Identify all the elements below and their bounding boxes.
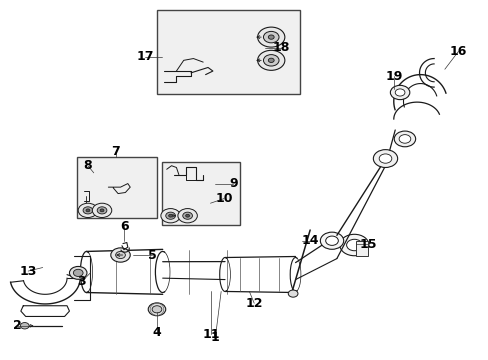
Bar bbox=[162, 162, 239, 225]
Circle shape bbox=[346, 239, 362, 251]
Text: 10: 10 bbox=[215, 192, 232, 205]
Circle shape bbox=[178, 208, 197, 223]
Text: 11: 11 bbox=[202, 328, 220, 341]
Bar bbox=[157, 10, 300, 94]
Text: 13: 13 bbox=[20, 265, 37, 278]
Circle shape bbox=[378, 154, 391, 163]
Circle shape bbox=[263, 55, 279, 66]
Circle shape bbox=[111, 248, 130, 262]
Circle shape bbox=[92, 203, 112, 217]
Text: 16: 16 bbox=[449, 45, 466, 58]
Circle shape bbox=[257, 27, 285, 47]
Circle shape bbox=[268, 58, 274, 63]
Text: 7: 7 bbox=[111, 145, 120, 158]
Circle shape bbox=[320, 232, 343, 249]
Circle shape bbox=[339, 234, 368, 256]
Circle shape bbox=[116, 251, 125, 258]
Bar bbox=[77, 157, 157, 217]
Circle shape bbox=[97, 207, 107, 214]
Text: 9: 9 bbox=[228, 177, 237, 190]
Text: 15: 15 bbox=[359, 238, 376, 251]
Circle shape bbox=[83, 207, 93, 214]
Text: 6: 6 bbox=[120, 220, 128, 233]
Text: 5: 5 bbox=[147, 248, 156, 261]
Text: 12: 12 bbox=[245, 297, 263, 310]
Text: 3: 3 bbox=[77, 275, 86, 288]
Text: 1: 1 bbox=[210, 332, 219, 345]
Circle shape bbox=[325, 236, 338, 246]
Circle shape bbox=[168, 214, 172, 217]
Text: 8: 8 bbox=[83, 159, 92, 172]
Circle shape bbox=[78, 203, 98, 217]
Circle shape bbox=[73, 269, 83, 276]
Circle shape bbox=[165, 212, 175, 219]
Circle shape bbox=[394, 89, 404, 96]
Circle shape bbox=[372, 150, 397, 167]
Text: 18: 18 bbox=[272, 41, 289, 54]
Text: 4: 4 bbox=[152, 327, 161, 339]
Circle shape bbox=[268, 35, 274, 39]
Circle shape bbox=[398, 135, 410, 143]
Circle shape bbox=[20, 323, 29, 329]
Circle shape bbox=[100, 209, 104, 212]
Text: 14: 14 bbox=[301, 234, 318, 247]
Circle shape bbox=[69, 266, 87, 279]
Text: 19: 19 bbox=[385, 70, 402, 83]
Circle shape bbox=[287, 290, 297, 297]
Circle shape bbox=[183, 212, 192, 219]
Circle shape bbox=[86, 209, 90, 212]
Circle shape bbox=[148, 303, 165, 316]
Circle shape bbox=[393, 131, 415, 147]
Circle shape bbox=[161, 208, 180, 223]
Circle shape bbox=[257, 50, 285, 70]
Circle shape bbox=[185, 214, 189, 217]
Circle shape bbox=[263, 31, 279, 43]
Circle shape bbox=[152, 306, 162, 313]
Bar bbox=[356, 242, 368, 256]
Text: 17: 17 bbox=[136, 50, 153, 63]
Circle shape bbox=[389, 85, 409, 100]
Text: 2: 2 bbox=[13, 319, 21, 332]
